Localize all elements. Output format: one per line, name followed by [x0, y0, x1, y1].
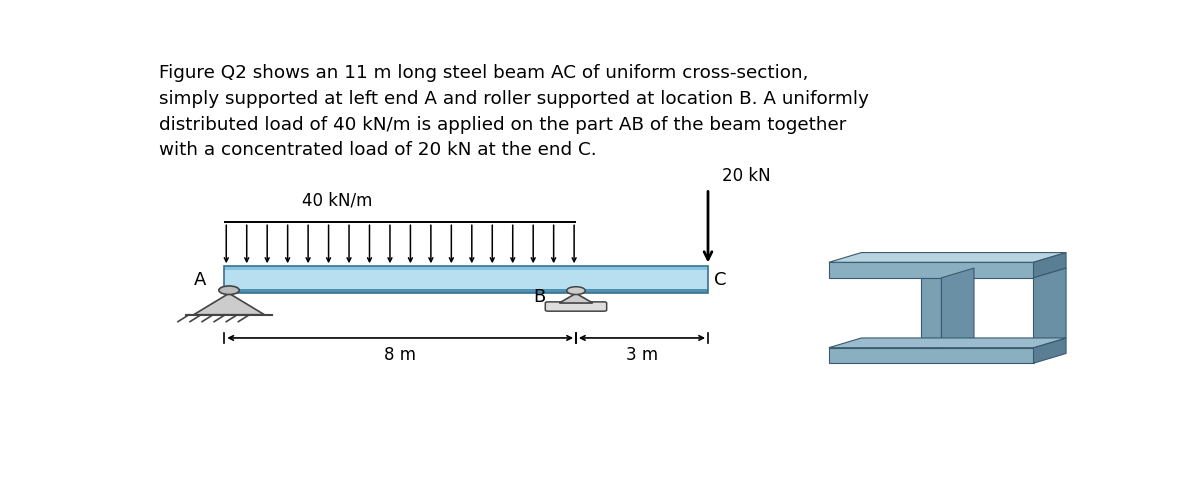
Polygon shape	[942, 268, 974, 348]
Polygon shape	[829, 338, 1066, 348]
Bar	[224, 270, 708, 289]
Polygon shape	[920, 278, 942, 348]
Text: B: B	[533, 288, 545, 306]
Text: 3 m: 3 m	[626, 346, 658, 364]
Polygon shape	[1033, 253, 1066, 278]
Text: 20 kN: 20 kN	[722, 167, 770, 184]
Bar	[224, 266, 708, 270]
Text: 8 m: 8 m	[384, 346, 416, 364]
Text: C: C	[714, 271, 726, 289]
Bar	[224, 289, 708, 293]
Polygon shape	[193, 293, 264, 314]
Polygon shape	[1033, 338, 1066, 363]
Polygon shape	[559, 293, 593, 303]
Text: A: A	[193, 271, 206, 289]
Bar	[224, 266, 708, 293]
Text: Figure Q2 shows an 11 m long steel beam AC of uniform cross-section,
simply supp: Figure Q2 shows an 11 m long steel beam …	[160, 65, 869, 159]
Circle shape	[566, 287, 586, 294]
Text: 40 kN/m: 40 kN/m	[301, 192, 372, 210]
FancyBboxPatch shape	[545, 302, 607, 311]
Circle shape	[218, 286, 239, 294]
Polygon shape	[829, 348, 1033, 363]
Polygon shape	[829, 262, 1033, 278]
Polygon shape	[1033, 268, 1066, 348]
Polygon shape	[829, 253, 1066, 262]
